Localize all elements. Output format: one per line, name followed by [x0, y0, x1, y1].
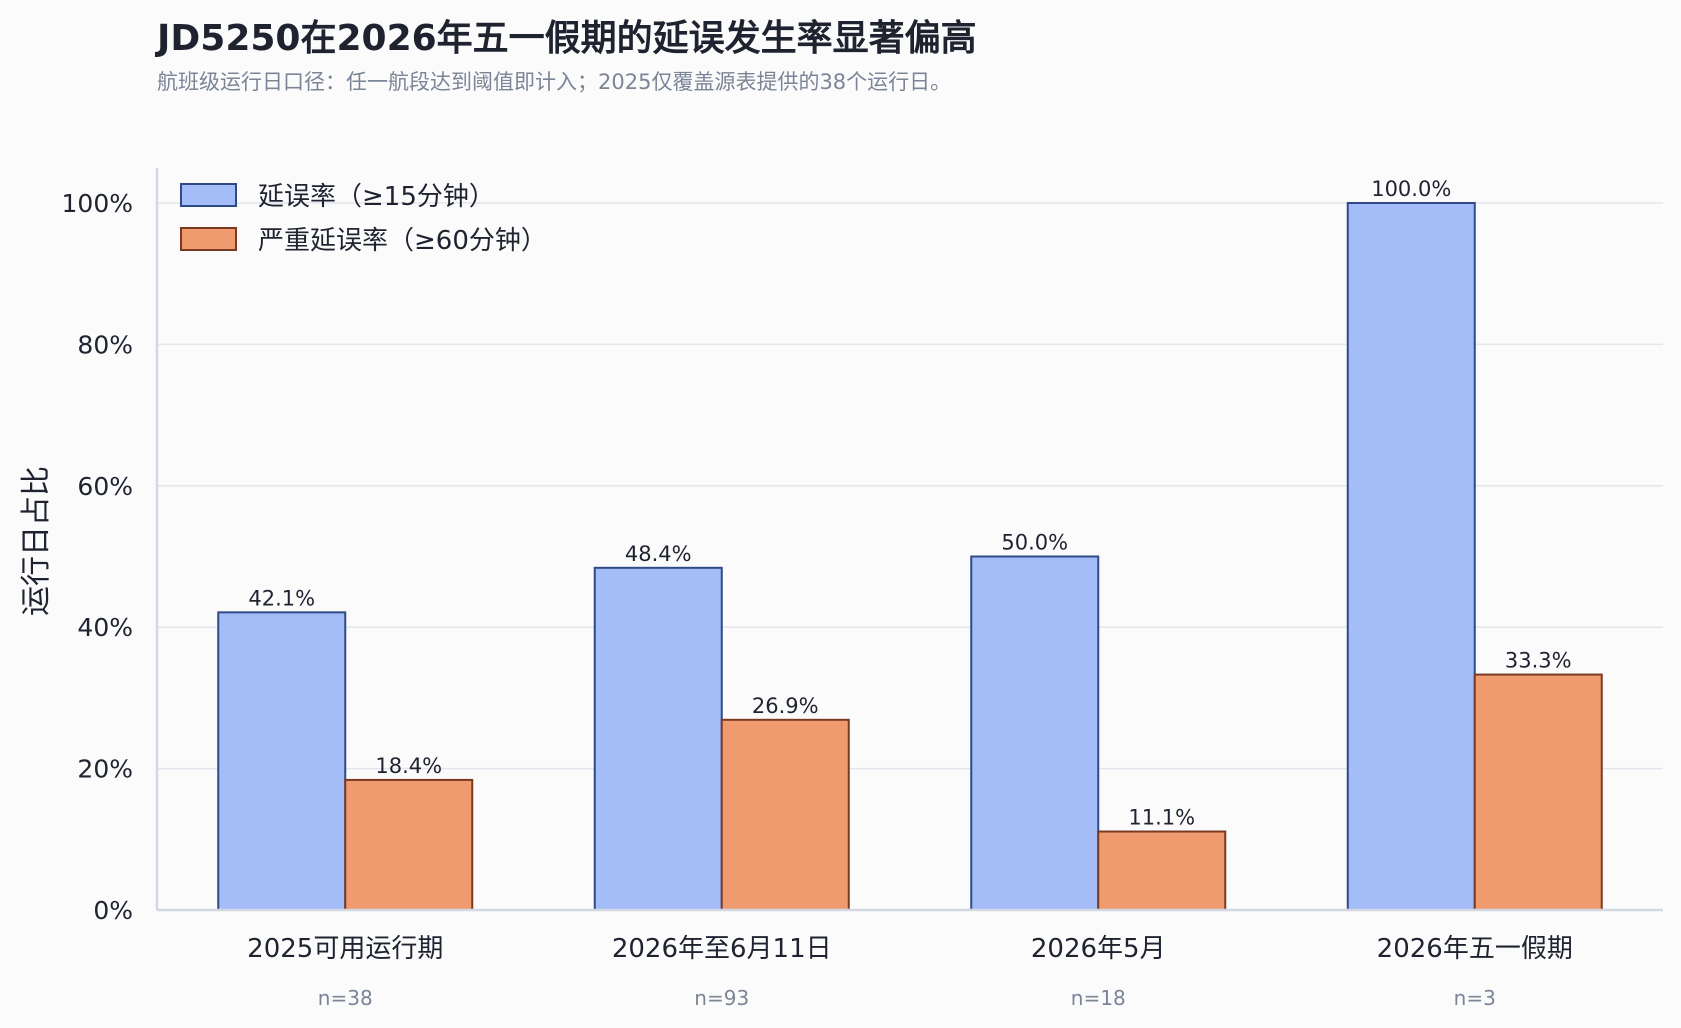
bar — [1346, 202, 1476, 911]
data-label: 11.1% — [1128, 806, 1195, 830]
data-label: 42.1% — [248, 586, 315, 610]
y-tick-label: 20% — [77, 755, 133, 784]
bar — [1473, 673, 1603, 911]
y-tick-label: 80% — [77, 330, 133, 359]
legend-swatch — [180, 183, 237, 207]
y-tick-label: 40% — [77, 613, 133, 642]
data-label: 33.3% — [1505, 649, 1572, 673]
bar — [720, 718, 850, 912]
data-label: 48.4% — [625, 542, 692, 566]
x-tick-label: 2026年至6月11日 — [612, 934, 832, 964]
bar — [970, 555, 1100, 911]
y-axis-label: 运行日占比 — [19, 466, 54, 616]
axes — [155, 168, 1663, 912]
sample-size-label: n=3 — [1454, 986, 1496, 1010]
sample-size-label: n=93 — [694, 986, 749, 1010]
chart-subtitle: 航班级运行日口径：任一航段达到阈值即计入；2025仅覆盖源表提供的38个运行日。 — [157, 70, 951, 94]
chart-title: JD5250在2026年五一假期的延误发生率显著偏高 — [154, 18, 977, 59]
y-tick-label: 0% — [93, 896, 133, 925]
data-label: 50.0% — [1001, 531, 1068, 555]
bars — [217, 202, 1603, 912]
bar — [344, 778, 474, 911]
sample-size-label: n=18 — [1071, 986, 1126, 1010]
bar — [593, 566, 723, 911]
bar — [217, 611, 347, 912]
x-tick-label: 2025可用运行期 — [247, 934, 443, 964]
x-tick-label: 2026年5月 — [1031, 934, 1166, 964]
y-tick-label: 100% — [62, 189, 133, 218]
y-tick-label: 60% — [77, 472, 133, 501]
data-label: 100.0% — [1371, 177, 1451, 201]
data-label: 26.9% — [752, 694, 819, 718]
bar — [1097, 830, 1227, 912]
data-label: 18.4% — [375, 754, 442, 778]
legend: 延误率（≥15分钟） 严重延误率（≥60分钟） — [180, 182, 547, 256]
legend-label: 严重延误率（≥60分钟） — [258, 226, 547, 256]
labels: 0% 20% 40% 60% 80% 100% 42.1% 18.4% 2025可用运行期 n=3… — [62, 177, 1573, 1010]
x-tick-label: 2026年五一假期 — [1377, 934, 1573, 964]
sample-size-label: n=38 — [318, 986, 373, 1010]
legend-label: 延误率（≥15分钟） — [258, 182, 495, 212]
legend-swatch — [180, 227, 237, 251]
